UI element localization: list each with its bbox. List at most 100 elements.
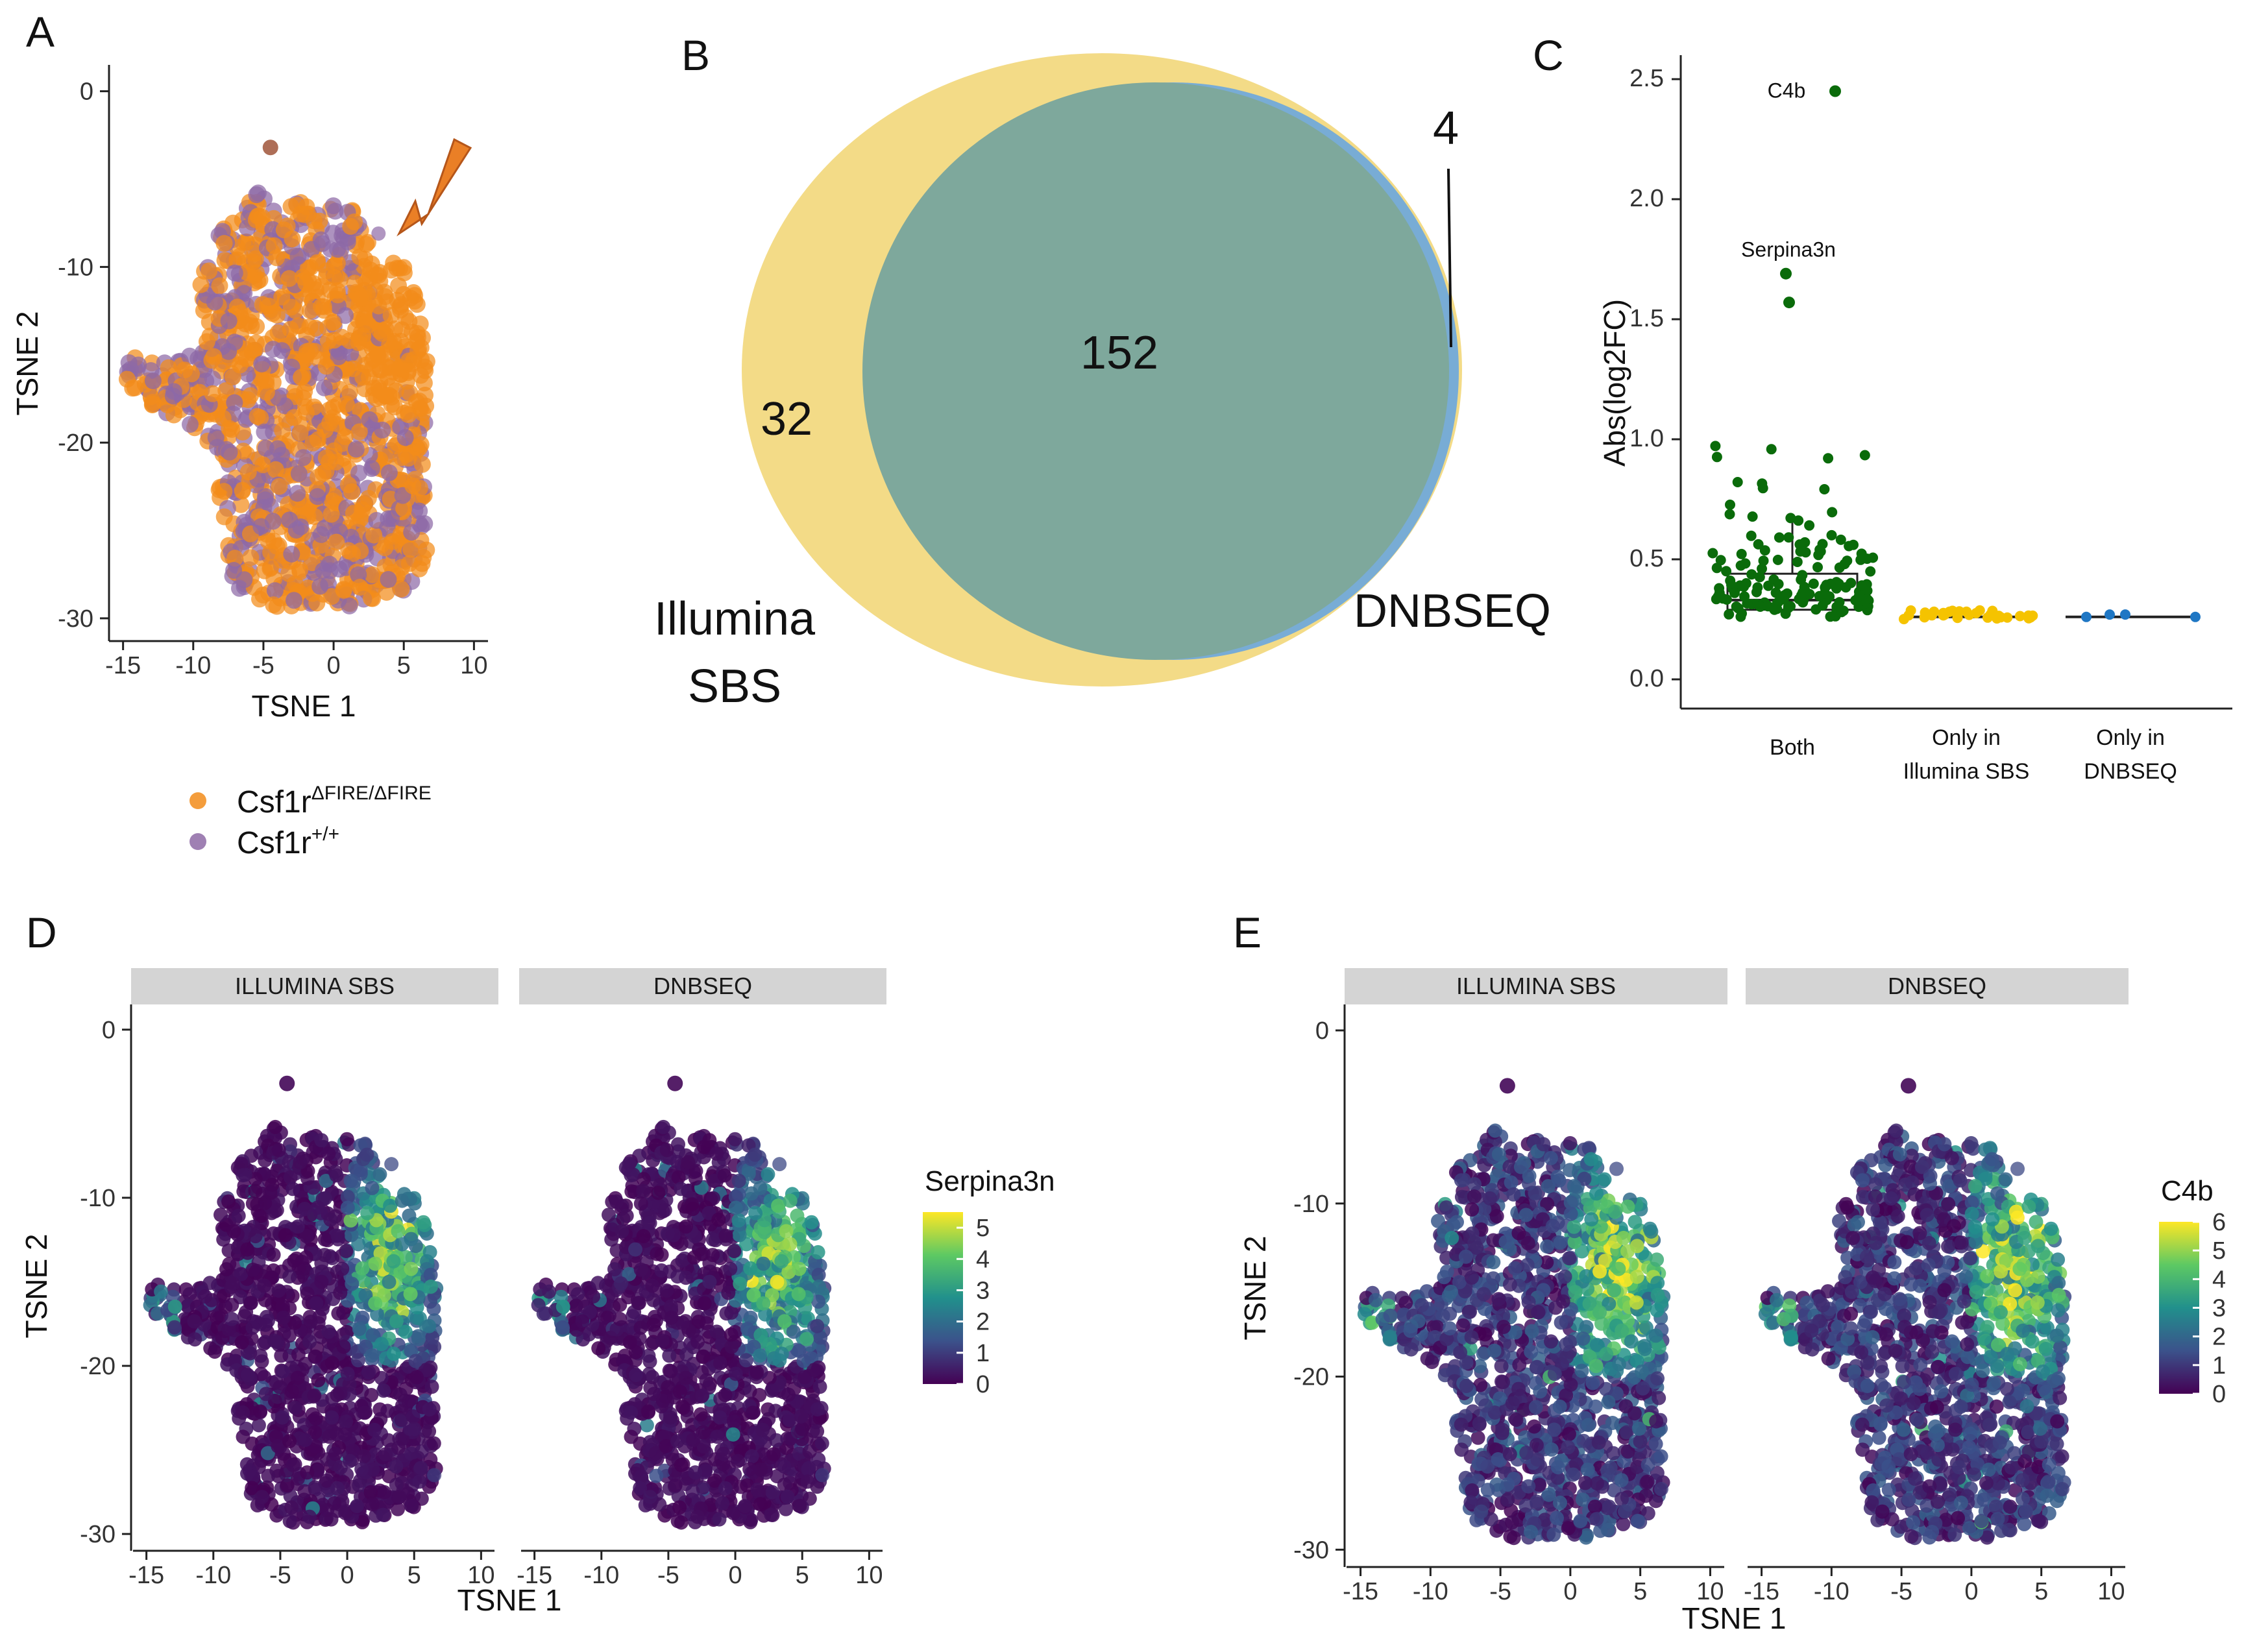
point-expression <box>779 1224 794 1239</box>
point-expression <box>783 1194 798 1208</box>
y-tick-label: 0 <box>102 1017 116 1044</box>
point-expression <box>336 1328 350 1342</box>
point-expression <box>389 1459 403 1474</box>
point-expression <box>389 1477 404 1492</box>
point-expression <box>713 1411 727 1425</box>
point-expression <box>321 1147 336 1161</box>
point-knockout <box>336 581 352 598</box>
point-expression <box>284 1500 299 1514</box>
point-expression <box>378 1447 393 1461</box>
point-knockout <box>318 358 335 375</box>
point-wildtype <box>283 546 300 563</box>
point-knockout <box>262 559 279 576</box>
point-expression <box>387 1346 401 1361</box>
y-tick-label: -30 <box>58 605 93 633</box>
point-both <box>1712 452 1722 462</box>
point-wildtype <box>325 197 342 214</box>
point-wildtype <box>316 380 333 396</box>
colorbar-d <box>923 1212 963 1384</box>
point-knockout <box>326 443 343 459</box>
point-expression <box>810 1424 824 1439</box>
point-expression <box>423 1245 437 1259</box>
panel-a-y-label: TSNE 2 <box>10 311 44 415</box>
point-expression <box>276 1364 290 1378</box>
point-both-highlight <box>1783 297 1795 308</box>
point-expression <box>646 1318 661 1332</box>
point-expression <box>302 1510 317 1524</box>
point-expression <box>696 1350 711 1364</box>
point-expression <box>670 1434 685 1448</box>
point-wildtype <box>397 429 414 446</box>
point-expression <box>729 1200 743 1215</box>
point-both <box>1768 574 1779 585</box>
point-knockout <box>298 346 315 363</box>
point-expression <box>719 1306 733 1320</box>
point-both <box>1725 509 1735 520</box>
category-label-illumina-line1: Only in <box>1932 725 2001 750</box>
point-wildtype <box>289 485 306 502</box>
point-expression <box>314 1133 328 1147</box>
y-tick-label: 2.5 <box>1629 65 1664 92</box>
point-both <box>1731 601 1742 612</box>
y-tick-label: -20 <box>80 1353 116 1380</box>
point-expression <box>198 1289 212 1304</box>
point-wildtype <box>313 526 330 543</box>
point-wildtype <box>314 235 331 252</box>
point-both <box>1820 582 1831 592</box>
point-expression <box>634 1263 648 1277</box>
point-wildtype <box>130 357 147 374</box>
point-expression <box>805 1215 819 1230</box>
point-expression <box>659 1283 674 1298</box>
point-expression <box>261 1469 275 1483</box>
point-both <box>1736 561 1746 571</box>
point-expression <box>710 1324 724 1339</box>
point-expression <box>365 1181 380 1195</box>
point-both <box>1729 588 1740 598</box>
point-both <box>1860 450 1870 461</box>
point-expression <box>713 1356 727 1370</box>
point-expression <box>727 1244 741 1258</box>
point-expression <box>202 1276 217 1290</box>
point-expression <box>729 1367 743 1381</box>
point-expression <box>339 1415 353 1429</box>
point-wildtype <box>381 465 398 481</box>
point-expression <box>555 1320 570 1335</box>
panel-a-x-label: TSNE 1 <box>251 689 356 723</box>
point-knockout <box>205 348 222 365</box>
x-tick-label: -5 <box>269 1562 291 1589</box>
point-knockout <box>281 270 298 287</box>
point-expression <box>674 1182 688 1196</box>
point-expression <box>699 1373 713 1387</box>
point-both <box>1792 557 1803 567</box>
point-expression <box>658 1203 672 1217</box>
point-expression <box>766 1447 781 1461</box>
point-both <box>1819 484 1829 494</box>
point-expression <box>632 1296 646 1310</box>
point-expression <box>324 1411 339 1425</box>
point-illumina-only <box>1920 612 1930 622</box>
point-knockout <box>260 298 277 315</box>
point-expression <box>673 1385 687 1399</box>
point-expression <box>368 1257 382 1271</box>
point-wildtype <box>226 265 243 282</box>
point-both <box>1738 581 1749 592</box>
point-expression <box>811 1402 825 1416</box>
point-expression <box>728 1132 742 1147</box>
panel-c: 0.00.51.01.52.02.5 Abs(log2FC) Both Only… <box>1598 55 2232 784</box>
point-wildtype <box>315 563 332 579</box>
point-both <box>1766 444 1777 454</box>
point-expression <box>756 1296 770 1311</box>
point-expression <box>344 1174 358 1188</box>
point-wildtype <box>311 578 328 595</box>
point-expression <box>322 1429 336 1444</box>
x-tick-label: 10 <box>460 652 487 679</box>
point-expression <box>384 1157 398 1171</box>
point-wildtype <box>281 511 298 528</box>
point-both <box>1793 515 1803 526</box>
y-tick-label: 1.0 <box>1629 425 1664 452</box>
panel-d-illumina-points <box>143 1076 444 1530</box>
point-expression <box>674 1458 689 1472</box>
